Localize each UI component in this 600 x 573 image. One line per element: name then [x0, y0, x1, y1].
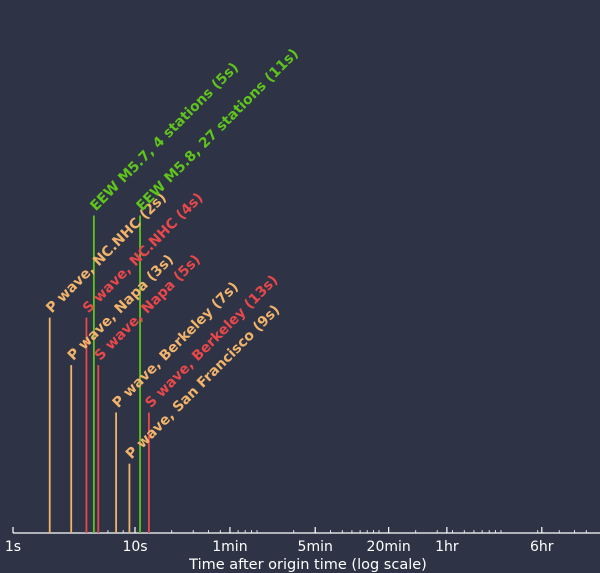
tick-label-5min: 5min [298, 539, 333, 555]
event-lines [48, 215, 150, 533]
tick-label-20min: 20min [367, 539, 411, 555]
tick-label-1s: 1s [5, 539, 21, 555]
tick-labels: 1s 10s 1min 5min 20min 1hr 6hr [5, 539, 554, 555]
tick-label-1hr: 1hr [435, 539, 459, 555]
tick-label-6hr: 6hr [530, 539, 554, 555]
event-label-eew-m5-8-27-stations-11s: EEW M5.8, 27 stations (11s) [134, 46, 302, 214]
tick-label-10s: 10s [122, 539, 147, 555]
tick-label-1min: 1min [212, 539, 247, 555]
x-axis-label: Time after origin time (log scale) [188, 557, 427, 573]
major-ticks [12, 527, 543, 533]
event-labels: P wave, NC.NHC (2s)P wave, Napa (3s)S wa… [43, 46, 302, 463]
